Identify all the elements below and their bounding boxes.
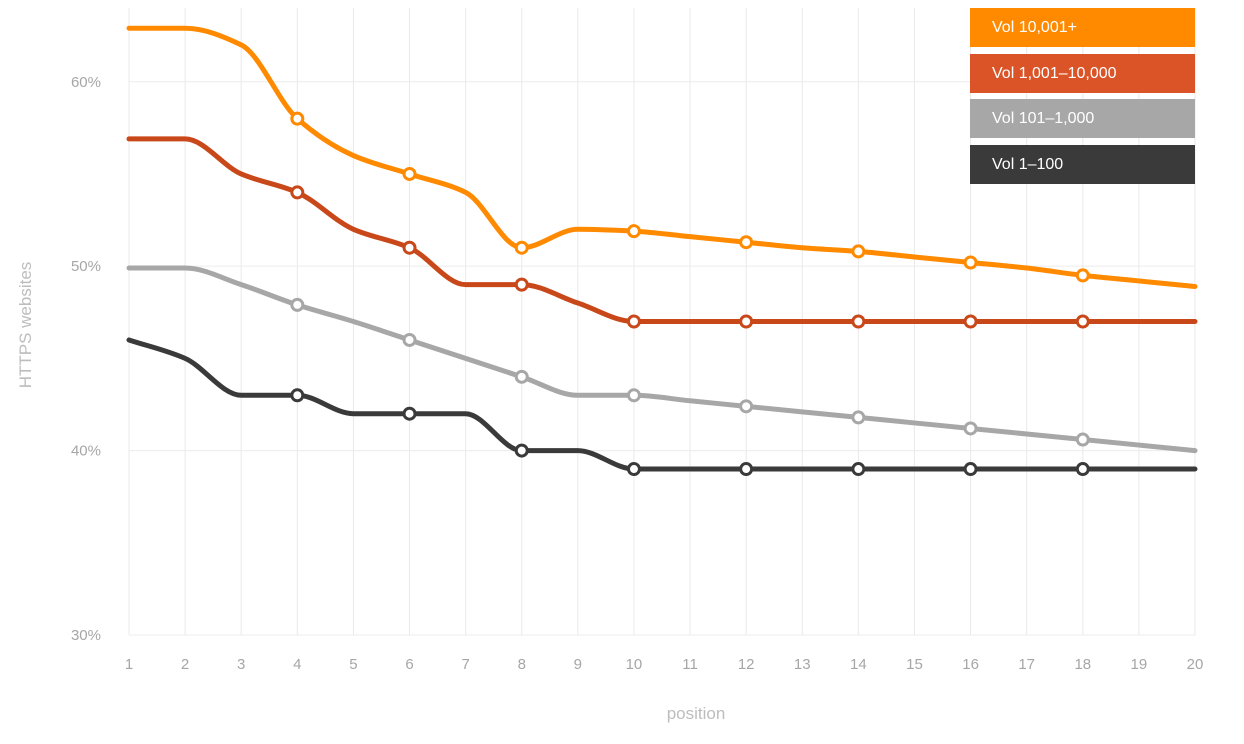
y-tick-label: 50% <box>71 258 101 275</box>
data-point <box>402 332 417 347</box>
data-point <box>963 255 978 270</box>
y-tick-label: 30% <box>71 627 101 644</box>
x-tick-label: 9 <box>574 656 582 673</box>
x-tick-label: 1 <box>125 656 133 673</box>
legend-item: Vol 10,001+ <box>970 8 1195 47</box>
x-tick-label: 10 <box>626 656 643 673</box>
y-axis-title: HTTPS websites <box>16 262 35 389</box>
y-tick-label: 60% <box>71 74 101 91</box>
series-group <box>126 25 1198 477</box>
data-point <box>514 443 529 458</box>
x-tick-label: 20 <box>1187 656 1204 673</box>
data-point <box>1075 268 1090 283</box>
data-point <box>963 462 978 477</box>
x-tick-label: 13 <box>794 656 811 673</box>
data-point <box>739 314 754 329</box>
data-point <box>739 235 754 250</box>
data-point <box>1075 462 1090 477</box>
data-point <box>739 399 754 414</box>
series-line <box>126 265 1198 454</box>
data-point <box>626 462 641 477</box>
x-tick-label: 7 <box>461 656 469 673</box>
data-point <box>290 111 305 126</box>
series-3 <box>126 265 1198 454</box>
x-tick-label: 12 <box>738 656 755 673</box>
y-axis-ticks: 30% 40% 50% 60% <box>71 74 101 644</box>
x-axis-ticks: 1 2 3 4 5 6 7 8 9 10 11 12 13 14 15 16 17 18 19 20 <box>125 656 1204 673</box>
data-point <box>851 410 866 425</box>
x-tick-label: 16 <box>962 656 979 673</box>
data-point <box>290 297 305 312</box>
x-tick-label: 11 <box>682 656 698 673</box>
legend: Vol 10,001+ Vol 1,001–10,000 Vol 101–1,000… <box>970 8 1195 190</box>
data-point <box>1075 432 1090 447</box>
data-point <box>963 314 978 329</box>
x-tick-label: 6 <box>405 656 413 673</box>
x-tick-label: 3 <box>237 656 245 673</box>
data-point <box>963 421 978 436</box>
x-tick-label: 18 <box>1074 656 1091 673</box>
legend-item: Vol 101–1,000 <box>970 99 1195 138</box>
x-tick-label: 15 <box>906 656 923 673</box>
y-tick-label: 40% <box>71 443 101 460</box>
x-tick-label: 2 <box>181 656 189 673</box>
x-tick-label: 4 <box>293 656 301 673</box>
data-point <box>514 369 529 384</box>
legend-item: Vol 1,001–10,000 <box>970 53 1195 93</box>
series-line <box>126 337 1198 472</box>
data-point <box>402 240 417 255</box>
data-point <box>851 462 866 477</box>
data-point <box>402 406 417 421</box>
data-point <box>851 314 866 329</box>
x-tick-label: 19 <box>1131 656 1148 673</box>
x-tick-label: 5 <box>349 656 357 673</box>
x-tick-label: 17 <box>1018 656 1035 673</box>
x-tick-label: 14 <box>850 656 867 673</box>
data-point <box>290 388 305 403</box>
series-1 <box>126 25 1198 289</box>
data-point <box>626 224 641 239</box>
legend-item: Vol 1–100 <box>970 144 1195 184</box>
data-point <box>1075 314 1090 329</box>
data-point <box>514 277 529 292</box>
data-point <box>514 240 529 255</box>
data-point <box>290 185 305 200</box>
data-point <box>626 314 641 329</box>
data-point <box>739 462 754 477</box>
x-tick-label: 8 <box>518 656 526 673</box>
data-point <box>402 166 417 181</box>
series-4 <box>126 337 1198 477</box>
series-2 <box>126 136 1198 329</box>
data-point <box>626 388 641 403</box>
data-point <box>851 244 866 259</box>
x-axis-title: position <box>667 704 726 723</box>
